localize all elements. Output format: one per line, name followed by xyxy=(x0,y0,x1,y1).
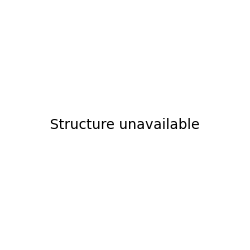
Text: Structure unavailable: Structure unavailable xyxy=(50,118,200,132)
